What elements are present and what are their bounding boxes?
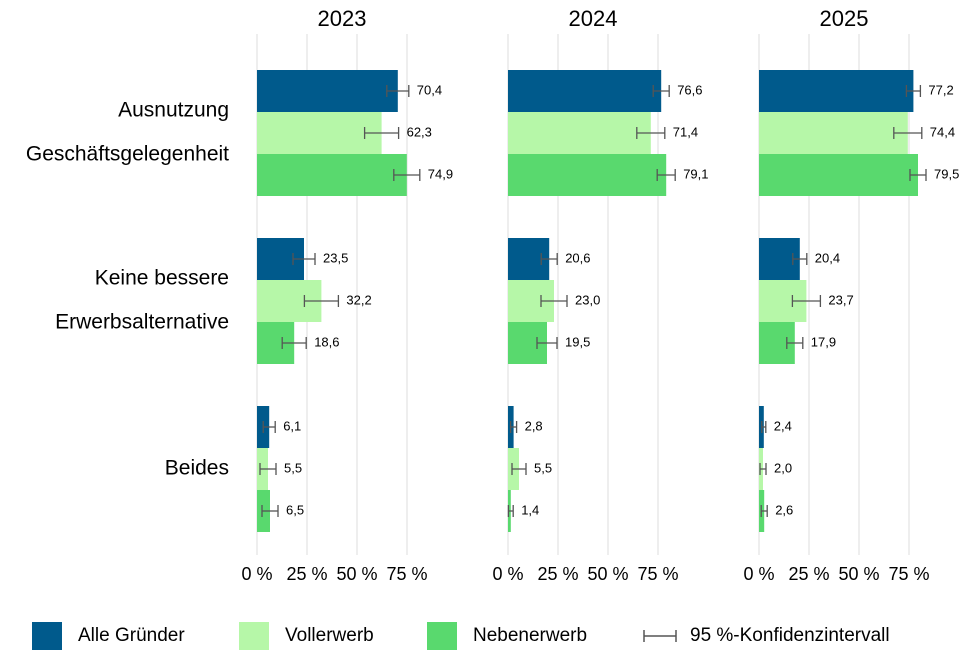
error-bar bbox=[786, 337, 804, 349]
x-tick-label: 0 % bbox=[492, 564, 523, 584]
value-label: 71,4 bbox=[673, 124, 698, 139]
value-label: 70,4 bbox=[417, 82, 442, 97]
error-bar bbox=[292, 253, 316, 265]
error-bar bbox=[303, 295, 340, 307]
value-label: 77,2 bbox=[928, 82, 953, 97]
value-label: 20,6 bbox=[565, 250, 590, 265]
error-bar bbox=[363, 127, 400, 139]
x-tick-label: 75 % bbox=[888, 564, 929, 584]
legend-error-icon bbox=[643, 630, 677, 642]
error-bar bbox=[652, 85, 670, 97]
bar bbox=[508, 154, 667, 196]
facet-title: 2024 bbox=[569, 6, 618, 31]
bar bbox=[759, 112, 908, 154]
bar bbox=[508, 112, 651, 154]
x-tick-label: 0 % bbox=[743, 564, 774, 584]
error-bar bbox=[509, 421, 518, 433]
error-bar bbox=[281, 337, 307, 349]
x-tick-label: 25 % bbox=[286, 564, 327, 584]
value-label: 79,5 bbox=[934, 166, 959, 181]
value-label: 23,7 bbox=[828, 292, 853, 307]
bar bbox=[759, 154, 918, 196]
error-bar bbox=[507, 505, 514, 517]
value-label: 62,3 bbox=[407, 124, 432, 139]
error-bar bbox=[791, 295, 822, 307]
error-bar bbox=[761, 421, 767, 433]
value-label: 32,2 bbox=[346, 292, 371, 307]
category-label: Geschäftsgelegenheit bbox=[26, 143, 229, 166]
value-label: 17,9 bbox=[811, 334, 836, 349]
bar bbox=[257, 154, 407, 196]
x-tick-label: 25 % bbox=[537, 564, 578, 584]
error-bar bbox=[261, 505, 279, 517]
error-bar bbox=[386, 85, 410, 97]
value-label: 5,5 bbox=[534, 460, 552, 475]
error-bar bbox=[893, 127, 923, 139]
error-bar bbox=[792, 253, 808, 265]
value-label: 6,1 bbox=[283, 418, 301, 433]
value-label: 74,4 bbox=[930, 124, 955, 139]
legend-swatch bbox=[239, 622, 269, 650]
value-label: 76,6 bbox=[677, 82, 702, 97]
facet-title: 2025 bbox=[820, 6, 869, 31]
value-label: 79,1 bbox=[683, 166, 708, 181]
error-bar bbox=[393, 169, 421, 181]
x-tick-label: 75 % bbox=[637, 564, 678, 584]
x-tick-label: 0 % bbox=[241, 564, 272, 584]
error-bar bbox=[536, 337, 558, 349]
legend-label: Nebenerwerb bbox=[473, 625, 587, 646]
x-tick-label: 75 % bbox=[386, 564, 427, 584]
bar bbox=[508, 70, 662, 112]
error-bar bbox=[760, 505, 768, 517]
error-bar bbox=[656, 169, 676, 181]
value-label: 18,6 bbox=[314, 334, 339, 349]
category-label: Ausnutzung bbox=[118, 99, 229, 122]
value-label: 23,0 bbox=[575, 292, 600, 307]
legend-label: Vollerwerb bbox=[285, 625, 374, 646]
value-label: 74,9 bbox=[428, 166, 453, 181]
legend-swatch bbox=[32, 622, 62, 650]
error-bar bbox=[540, 295, 568, 307]
value-label: 5,5 bbox=[284, 460, 302, 475]
value-label: 20,4 bbox=[815, 250, 840, 265]
value-label: 2,6 bbox=[775, 502, 793, 517]
value-label: 23,5 bbox=[323, 250, 348, 265]
error-bar bbox=[262, 421, 276, 433]
error-bar bbox=[636, 127, 666, 139]
category-label: Beides bbox=[165, 457, 229, 480]
value-label: 19,5 bbox=[565, 334, 590, 349]
category-label: Keine bessere bbox=[95, 267, 229, 290]
value-label: 1,4 bbox=[521, 502, 539, 517]
error-bar bbox=[909, 169, 927, 181]
error-bar bbox=[511, 463, 527, 475]
x-tick-label: 50 % bbox=[838, 564, 879, 584]
value-label: 6,5 bbox=[286, 502, 304, 517]
value-label: 2,8 bbox=[525, 418, 543, 433]
legend-label: Alle Gründer bbox=[78, 625, 185, 646]
error-bar bbox=[905, 85, 922, 97]
x-tick-label: 25 % bbox=[788, 564, 829, 584]
legend-swatch bbox=[427, 622, 457, 650]
bar bbox=[257, 112, 382, 154]
x-tick-label: 50 % bbox=[336, 564, 377, 584]
bar bbox=[759, 70, 914, 112]
error-bar bbox=[540, 253, 558, 265]
x-tick-label: 50 % bbox=[587, 564, 628, 584]
legend-label: 95 %-Konfidenzintervall bbox=[690, 625, 890, 646]
value-label: 2,4 bbox=[774, 418, 792, 433]
bar bbox=[257, 70, 398, 112]
category-label: Erwerbsalternative bbox=[55, 311, 229, 334]
value-label: 2,0 bbox=[774, 460, 792, 475]
facet-title: 2023 bbox=[318, 6, 367, 31]
error-bar bbox=[259, 463, 277, 475]
error-bar bbox=[759, 463, 767, 475]
